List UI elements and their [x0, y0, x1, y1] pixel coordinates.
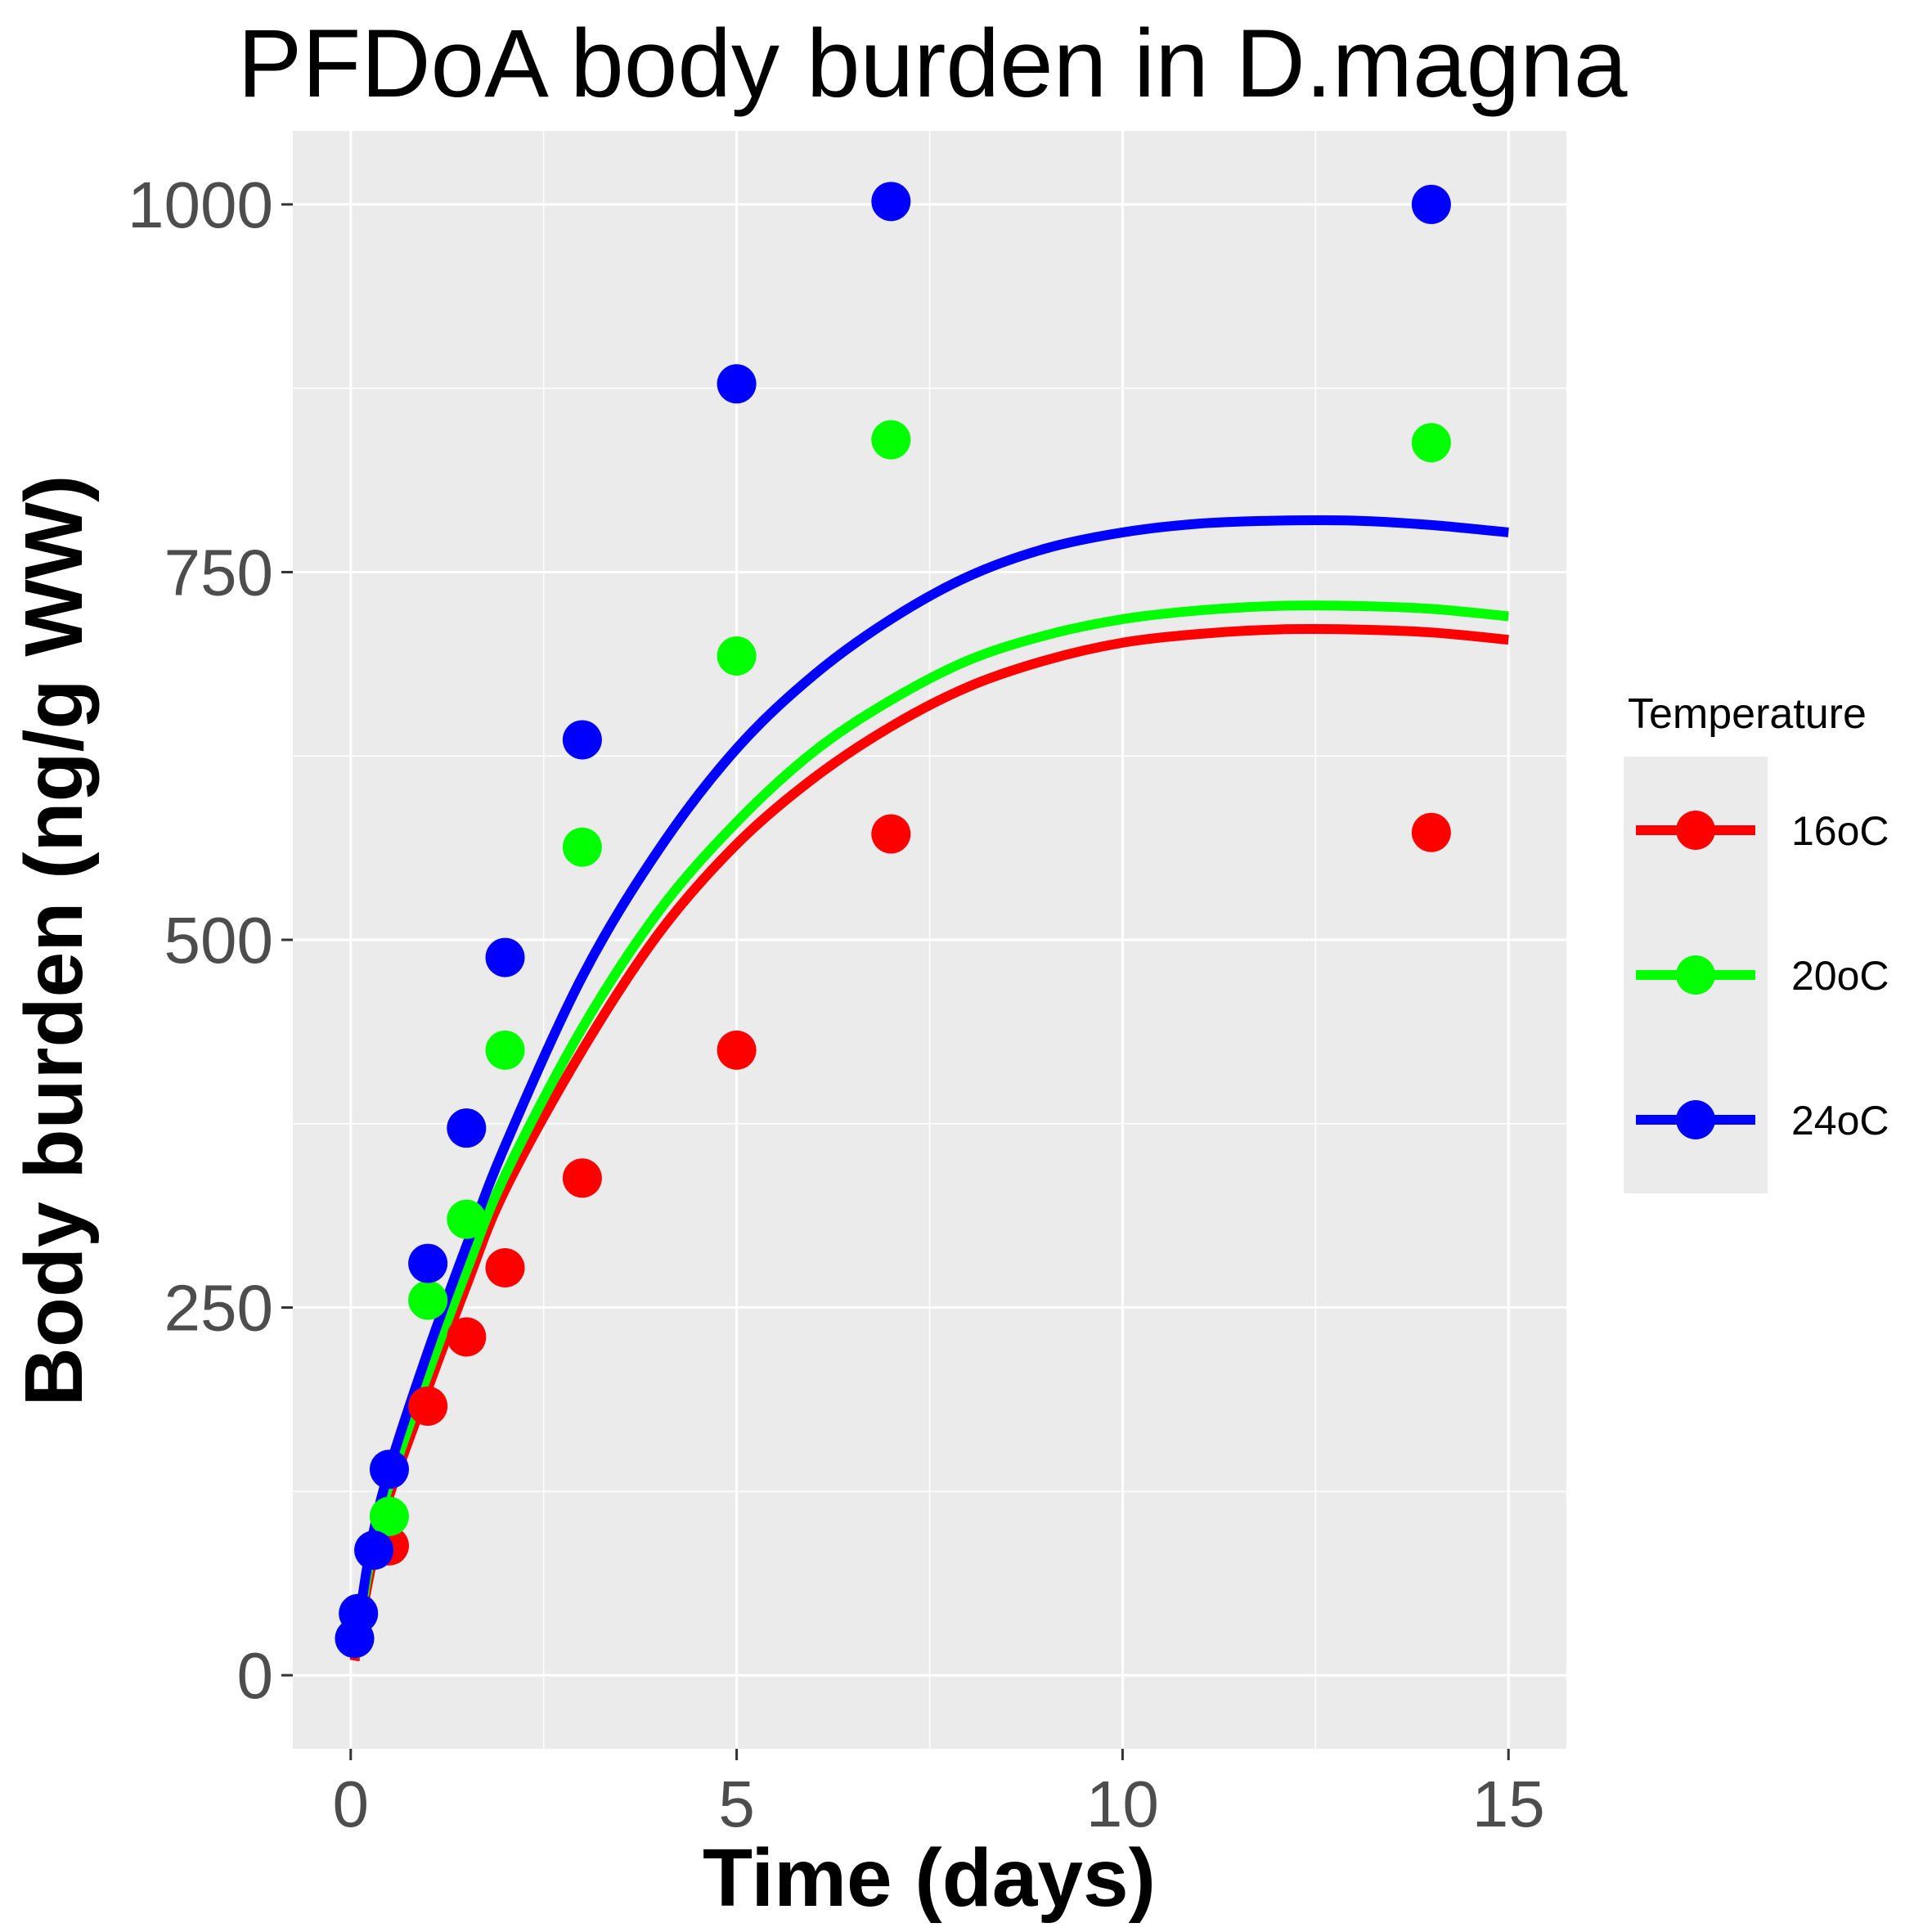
data-point-24oC [369, 1449, 409, 1489]
data-point-20oC [871, 420, 911, 460]
data-point-20oC [1411, 423, 1451, 463]
data-point-24oC [354, 1530, 394, 1570]
x-tick-label: 15 [1472, 1768, 1545, 1840]
data-point-16oC [562, 1158, 602, 1198]
legend-key-point [1676, 955, 1715, 995]
data-point-20oC [562, 827, 602, 867]
x-tick-label: 5 [718, 1768, 755, 1840]
data-point-16oC [717, 1030, 757, 1070]
data-points [335, 182, 1451, 1659]
x-tick-label: 0 [333, 1768, 370, 1840]
data-point-20oC [447, 1199, 487, 1239]
y-tick-label: 500 [164, 904, 273, 977]
legend-title: Temperature [1628, 690, 1867, 738]
data-point-20oC [717, 636, 757, 676]
legend-label: 16oC [1791, 808, 1889, 854]
y-axis-title: Body burden (ng/g WW) [8, 475, 100, 1407]
data-point-20oC [485, 1030, 525, 1070]
data-point-24oC [871, 182, 911, 222]
data-point-16oC [1411, 812, 1451, 852]
legend-key-point [1676, 811, 1715, 850]
data-point-24oC [717, 364, 757, 404]
chart-title: PFDoA body burden in D.magna [238, 10, 1628, 118]
data-point-16oC [485, 1247, 525, 1287]
legend: Temperature 16oC 20oC 24oC [1624, 690, 1889, 1193]
data-point-20oC [369, 1496, 409, 1536]
data-point-24oC [339, 1593, 379, 1633]
x-tick-label: 10 [1086, 1768, 1159, 1840]
data-point-24oC [485, 937, 525, 977]
y-tick-label: 1000 [128, 168, 273, 241]
legend-key-point [1676, 1100, 1715, 1139]
data-point-24oC [447, 1108, 487, 1148]
legend-label: 24oC [1791, 1098, 1889, 1143]
axis-ticks: 0 5 10 15 0 250 500 750 1000 [128, 168, 1545, 1840]
fit-curve-24oC [349, 514, 1509, 1655]
data-point-24oC [1411, 184, 1451, 224]
y-tick-label: 250 [164, 1272, 273, 1345]
y-tick-label: 0 [237, 1639, 274, 1712]
y-tick-label: 750 [164, 536, 273, 609]
data-point-16oC [408, 1386, 448, 1427]
data-point-16oC [447, 1317, 487, 1357]
fit-curve-20oC [349, 600, 1509, 1659]
x-axis-title: Time (days) [703, 1832, 1156, 1924]
data-point-16oC [871, 814, 911, 854]
data-point-24oC [408, 1243, 448, 1283]
data-point-20oC [408, 1280, 448, 1320]
legend-label: 20oC [1791, 953, 1889, 999]
data-point-24oC [562, 720, 602, 760]
